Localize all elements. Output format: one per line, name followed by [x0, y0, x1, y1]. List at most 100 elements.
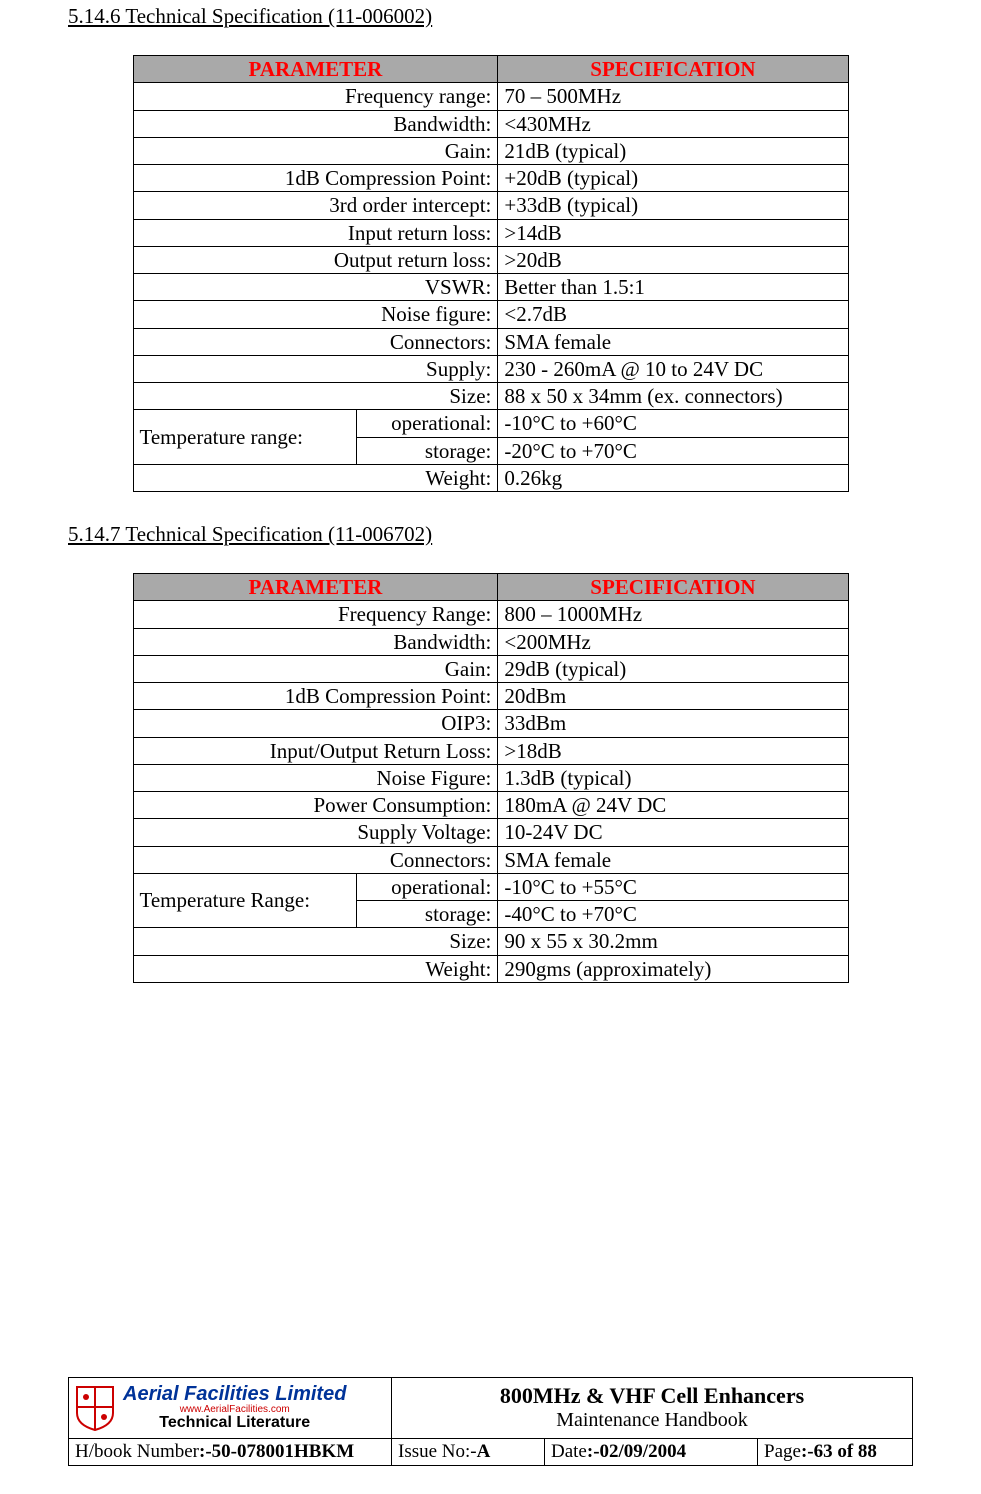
temp-op-value: -10°C to +55°C — [498, 873, 848, 900]
temp-range-label: Temperature range: — [133, 410, 356, 465]
header-parameter: PARAMETER — [133, 56, 498, 83]
footer-bottom-row: H/book Number:-50-078001HBKM Issue No:-A… — [69, 1439, 913, 1466]
section-heading-1: 5.14.6 Technical Specification (11-00600… — [68, 4, 913, 29]
spec-cell: >14dB — [498, 219, 848, 246]
footer-top-row: Aerial Facilities Limited www.AerialFaci… — [69, 1377, 913, 1438]
table-row: Size:90 x 55 x 30.2mm — [133, 928, 848, 955]
header-parameter: PARAMETER — [133, 574, 498, 601]
page-value: :-63 of 88 — [801, 1441, 877, 1462]
spec-table-2: PARAMETER SPECIFICATION Frequency Range:… — [133, 573, 849, 983]
table-header-row: PARAMETER SPECIFICATION — [133, 56, 848, 83]
temp-st-value: -40°C to +70°C — [498, 901, 848, 928]
table-row-temp-op: Temperature range: operational: -10°C to… — [133, 410, 848, 437]
temp-st-label: storage: — [356, 901, 498, 928]
param-cell: Connectors: — [133, 846, 498, 873]
section-heading-2: 5.14.7 Technical Specification (11-00670… — [68, 522, 913, 547]
spec-cell: <2.7dB — [498, 301, 848, 328]
spec-cell: <430MHz — [498, 110, 848, 137]
temp-op-label: operational: — [356, 410, 498, 437]
param-cell: Size: — [133, 383, 498, 410]
issue-cell: Issue No:-A — [392, 1439, 545, 1466]
param-cell: Bandwidth: — [133, 628, 498, 655]
table-row: Size:88 x 50 x 34mm (ex. connectors) — [133, 383, 848, 410]
param-cell: OIP3: — [133, 710, 498, 737]
spec-cell: 290gms (approximately) — [498, 955, 848, 982]
spec-cell: 180mA @ 24V DC — [498, 792, 848, 819]
hbook-cell: H/book Number:-50-078001HBKM — [69, 1439, 392, 1466]
temp-st-label: storage: — [356, 437, 498, 464]
table-row: Connectors:SMA female — [133, 328, 848, 355]
param-cell: Supply Voltage: — [133, 819, 498, 846]
param-cell: Size: — [133, 928, 498, 955]
param-cell: Frequency range: — [133, 83, 498, 110]
logo-subtitle: Technical Literature — [123, 1415, 346, 1432]
param-cell: VSWR: — [133, 274, 498, 301]
doc-title: 800MHz & VHF Cell Enhancers — [398, 1383, 906, 1409]
issue-label: Issue No:- — [398, 1441, 477, 1462]
date-label: Date — [551, 1441, 587, 1462]
table-row: 3rd order intercept:+33dB (typical) — [133, 192, 848, 219]
table-row: Noise figure:<2.7dB — [133, 301, 848, 328]
param-cell: Connectors: — [133, 328, 498, 355]
spec-table-1: PARAMETER SPECIFICATION Frequency range:… — [133, 55, 849, 492]
table-row-temp-op: Temperature Range: operational: -10°C to… — [133, 873, 848, 900]
param-cell: Gain: — [133, 655, 498, 682]
param-cell: Supply: — [133, 355, 498, 382]
issue-value: A — [477, 1441, 491, 1462]
param-cell: Frequency Range: — [133, 601, 498, 628]
param-cell: Bandwidth: — [133, 110, 498, 137]
spec-cell: +20dB (typical) — [498, 165, 848, 192]
spec-cell: 29dB (typical) — [498, 655, 848, 682]
temp-st-value: -20°C to +70°C — [498, 437, 848, 464]
param-cell: Noise figure: — [133, 301, 498, 328]
doc-subtitle: Maintenance Handbook — [398, 1409, 906, 1432]
table-row: OIP3:33dBm — [133, 710, 848, 737]
weight-label: Weight: — [133, 464, 498, 491]
table-row: Output return loss:>20dB — [133, 246, 848, 273]
param-cell: Noise Figure: — [133, 764, 498, 791]
param-cell: Gain: — [133, 137, 498, 164]
logo-company-name: Aerial Facilities Limited — [123, 1384, 346, 1405]
table-row: Noise Figure:1.3dB (typical) — [133, 764, 848, 791]
param-cell: Weight: — [133, 955, 498, 982]
temp-range-label: Temperature Range: — [133, 873, 356, 928]
spec-cell: Better than 1.5:1 — [498, 274, 848, 301]
hbook-label: H/book Number — [75, 1441, 199, 1462]
param-cell: Input return loss: — [133, 219, 498, 246]
spec-cell: +33dB (typical) — [498, 192, 848, 219]
table-row: Gain:21dB (typical) — [133, 137, 848, 164]
weight-value: 0.26kg — [498, 464, 848, 491]
spec-cell: SMA female — [498, 328, 848, 355]
footer-title-cell: 800MHz & VHF Cell Enhancers Maintenance … — [392, 1377, 913, 1438]
page-cell: Page:-63 of 88 — [758, 1439, 913, 1466]
spec-cell: SMA female — [498, 846, 848, 873]
table-row: Weight: 0.26kg — [133, 464, 848, 491]
param-cell: 3rd order intercept: — [133, 192, 498, 219]
param-cell: Power Consumption: — [133, 792, 498, 819]
table-row: Supply Voltage:10-24V DC — [133, 819, 848, 846]
table-row: Bandwidth:<200MHz — [133, 628, 848, 655]
spec-cell: 21dB (typical) — [498, 137, 848, 164]
temp-op-label: operational: — [356, 873, 498, 900]
date-value: :-02/09/2004 — [587, 1441, 686, 1462]
footer-logo-cell: Aerial Facilities Limited www.AerialFaci… — [69, 1377, 392, 1438]
table-row: Frequency Range:800 – 1000MHz — [133, 601, 848, 628]
table-row: Gain:29dB (typical) — [133, 655, 848, 682]
page-footer: Aerial Facilities Limited www.AerialFaci… — [68, 1377, 913, 1466]
table-row: VSWR:Better than 1.5:1 — [133, 274, 848, 301]
table-row: Connectors:SMA female — [133, 846, 848, 873]
table-row: Frequency range:70 – 500MHz — [133, 83, 848, 110]
hbook-value: :-50-078001HBKM — [199, 1441, 354, 1462]
param-cell: Output return loss: — [133, 246, 498, 273]
spec-cell: 88 x 50 x 34mm (ex. connectors) — [498, 383, 848, 410]
header-specification: SPECIFICATION — [498, 574, 848, 601]
spec-cell: 33dBm — [498, 710, 848, 737]
table-row: Bandwidth:<430MHz — [133, 110, 848, 137]
header-specification: SPECIFICATION — [498, 56, 848, 83]
temp-op-value: -10°C to +60°C — [498, 410, 848, 437]
spec-cell: 10-24V DC — [498, 819, 848, 846]
date-cell: Date:-02/09/2004 — [545, 1439, 758, 1466]
spec-cell: >18dB — [498, 737, 848, 764]
table-row: 1dB Compression Point:+20dB (typical) — [133, 165, 848, 192]
spec-cell: 70 – 500MHz — [498, 83, 848, 110]
